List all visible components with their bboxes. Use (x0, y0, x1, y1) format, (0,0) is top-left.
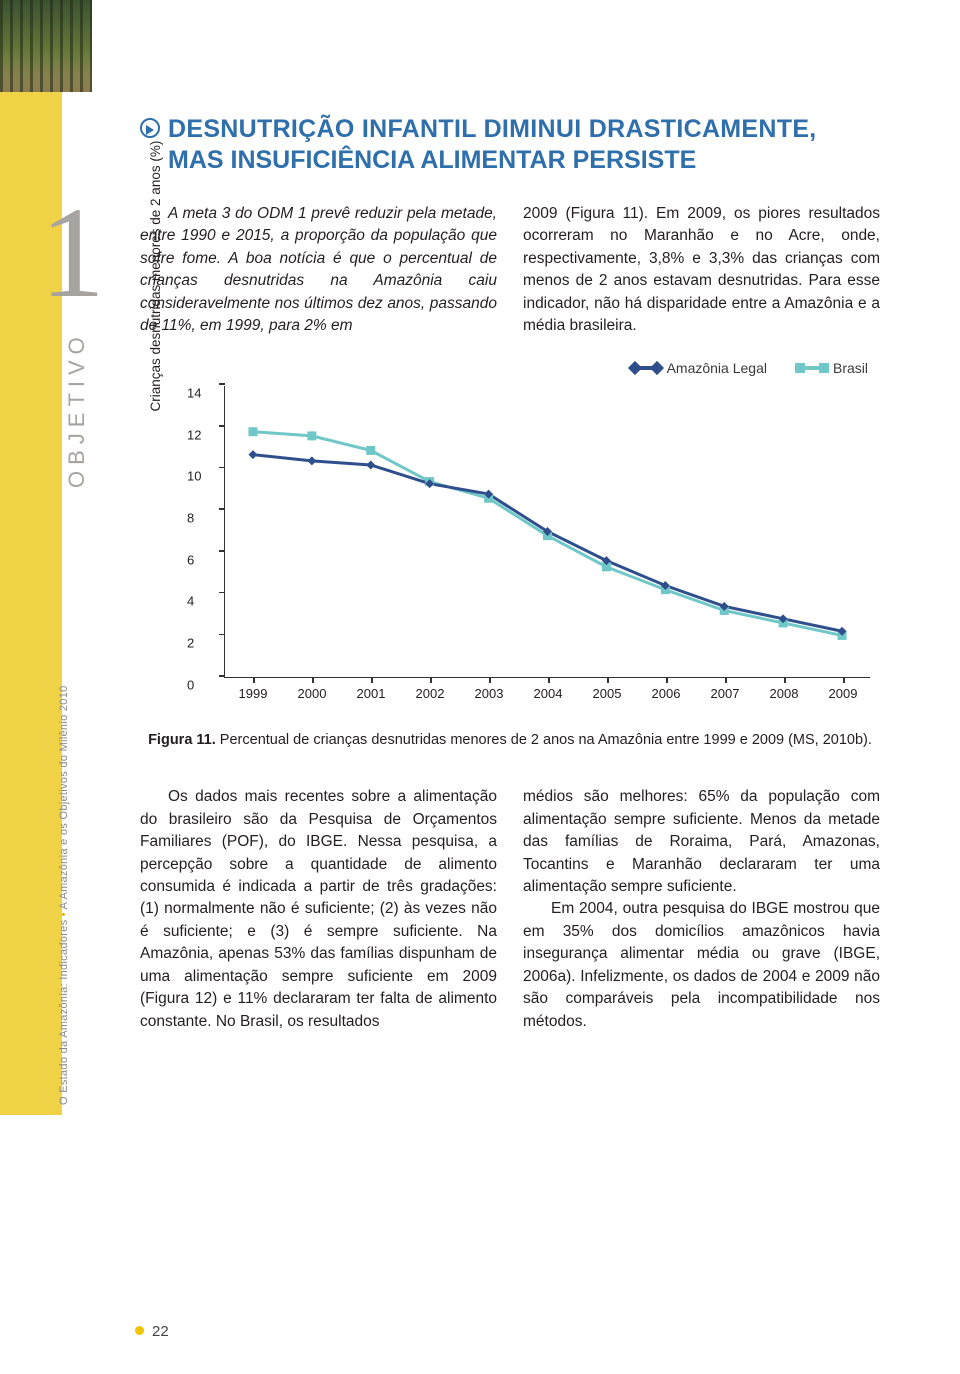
objetivo-vertical-label: OBJETIVO (64, 331, 90, 488)
plot-area: 0246810121419992000200120022003200420052… (224, 386, 870, 678)
x-tick-mark (430, 677, 432, 683)
y-tick-mark (219, 634, 225, 636)
x-tick-mark (253, 677, 255, 683)
x-tick-label: 2000 (298, 686, 327, 701)
x-tick-label: 2002 (416, 686, 445, 701)
figure-caption: Figura 11. Percentual de crianças desnut… (140, 730, 880, 750)
x-tick-label: 2005 (593, 686, 622, 701)
lower-para-3: Em 2004, outra pesquisa do IBGE mostrou … (523, 898, 880, 1033)
chart-legend: Amazônia Legal Brasil (140, 360, 880, 376)
headline-line-1: DESNUTRIÇÃO INFANTIL DIMINUI DRASTICAMEN… (168, 115, 817, 144)
arrow-bullet-icon (140, 118, 160, 138)
x-tick-mark (843, 677, 845, 683)
x-tick-mark (548, 677, 550, 683)
chapter-number: 1 (40, 188, 105, 318)
x-tick-label: 2004 (534, 686, 563, 701)
intro-para-2: 2009 (Figura 11). Em 2009, os piores res… (523, 203, 880, 338)
lower-columns: Os dados mais recentes sobre a alimentaç… (140, 786, 880, 1033)
headline-line-2: MAS INSUFICIÊNCIA ALIMENTAR PERSISTE (168, 146, 880, 175)
y-tick-mark (219, 425, 225, 427)
y-tick-mark (219, 550, 225, 552)
x-tick-label: 2006 (652, 686, 681, 701)
x-tick-mark (607, 677, 609, 683)
publication-suffix: A Amazônia e os Objetivos do Milênio 201… (58, 685, 70, 912)
legend-brasil: Brasil (799, 360, 868, 376)
publication-prefix: O Estado da Amazônia: Indicadores (58, 916, 70, 1105)
forest-thumbnail (0, 0, 92, 92)
y-tick-mark (219, 508, 225, 510)
x-tick-label: 2001 (357, 686, 386, 701)
figure-11: Amazônia Legal Brasil Crianças desnutrid… (140, 360, 880, 750)
page-bullet-icon (135, 1326, 144, 1335)
y-tick-label: 14 (187, 385, 201, 400)
intro-columns: A meta 3 do ODM 1 prevê reduzir pela met… (140, 203, 880, 338)
x-tick-mark (725, 677, 727, 683)
yellow-side-stripe (0, 0, 62, 1115)
legend-label-brasil: Brasil (833, 360, 868, 376)
y-tick-label: 10 (187, 469, 201, 484)
x-tick-mark (489, 677, 491, 683)
main-content: DESNUTRIÇÃO INFANTIL DIMINUI DRASTICAMEN… (140, 115, 880, 1033)
y-tick-label: 12 (187, 427, 201, 442)
y-tick-mark (219, 383, 225, 385)
caption-strong: Figura 11. (148, 732, 216, 748)
lower-para-2: médios são melhores: 65% da população co… (523, 786, 880, 898)
line-chart: Crianças desnutridas menores de 2 anos (… (162, 382, 876, 712)
chart-svg (225, 386, 870, 677)
x-tick-label: 2007 (711, 686, 740, 701)
page-number-value: 22 (152, 1323, 169, 1340)
intro-para-1: A meta 3 do ODM 1 prevê reduzir pela met… (140, 203, 497, 338)
x-tick-label: 2008 (770, 686, 799, 701)
y-tick-mark (219, 467, 225, 469)
section-headline: DESNUTRIÇÃO INFANTIL DIMINUI DRASTICAMEN… (140, 115, 880, 144)
legend-swatch-amazonia (633, 366, 659, 370)
publication-title-vertical: O Estado da Amazônia: Indicadores • A Am… (58, 685, 70, 1105)
y-axis-label: Crianças desnutridas menores de 2 anos (… (148, 140, 163, 411)
x-tick-mark (371, 677, 373, 683)
caption-rest: Percentual de crianças desnutridas menor… (216, 732, 872, 748)
x-tick-label: 2003 (475, 686, 504, 701)
y-tick-label: 2 (187, 636, 194, 651)
page-number: 22 (135, 1323, 169, 1340)
x-tick-mark (784, 677, 786, 683)
legend-swatch-brasil (799, 366, 825, 370)
y-tick-label: 0 (187, 677, 194, 692)
x-tick-label: 2009 (829, 686, 858, 701)
legend-label-amazonia: Amazônia Legal (667, 360, 767, 376)
lower-para-1: Os dados mais recentes sobre a alimentaç… (140, 786, 497, 1033)
legend-amazonia: Amazônia Legal (633, 360, 767, 376)
x-tick-label: 1999 (239, 686, 268, 701)
x-tick-mark (666, 677, 668, 683)
y-tick-mark (219, 675, 225, 677)
intro-para-1-text: A meta 3 do ODM 1 prevê reduzir pela met… (140, 205, 497, 334)
x-tick-mark (312, 677, 314, 683)
y-tick-label: 8 (187, 510, 194, 525)
y-tick-mark (219, 592, 225, 594)
y-tick-label: 4 (187, 594, 194, 609)
y-tick-label: 6 (187, 552, 194, 567)
